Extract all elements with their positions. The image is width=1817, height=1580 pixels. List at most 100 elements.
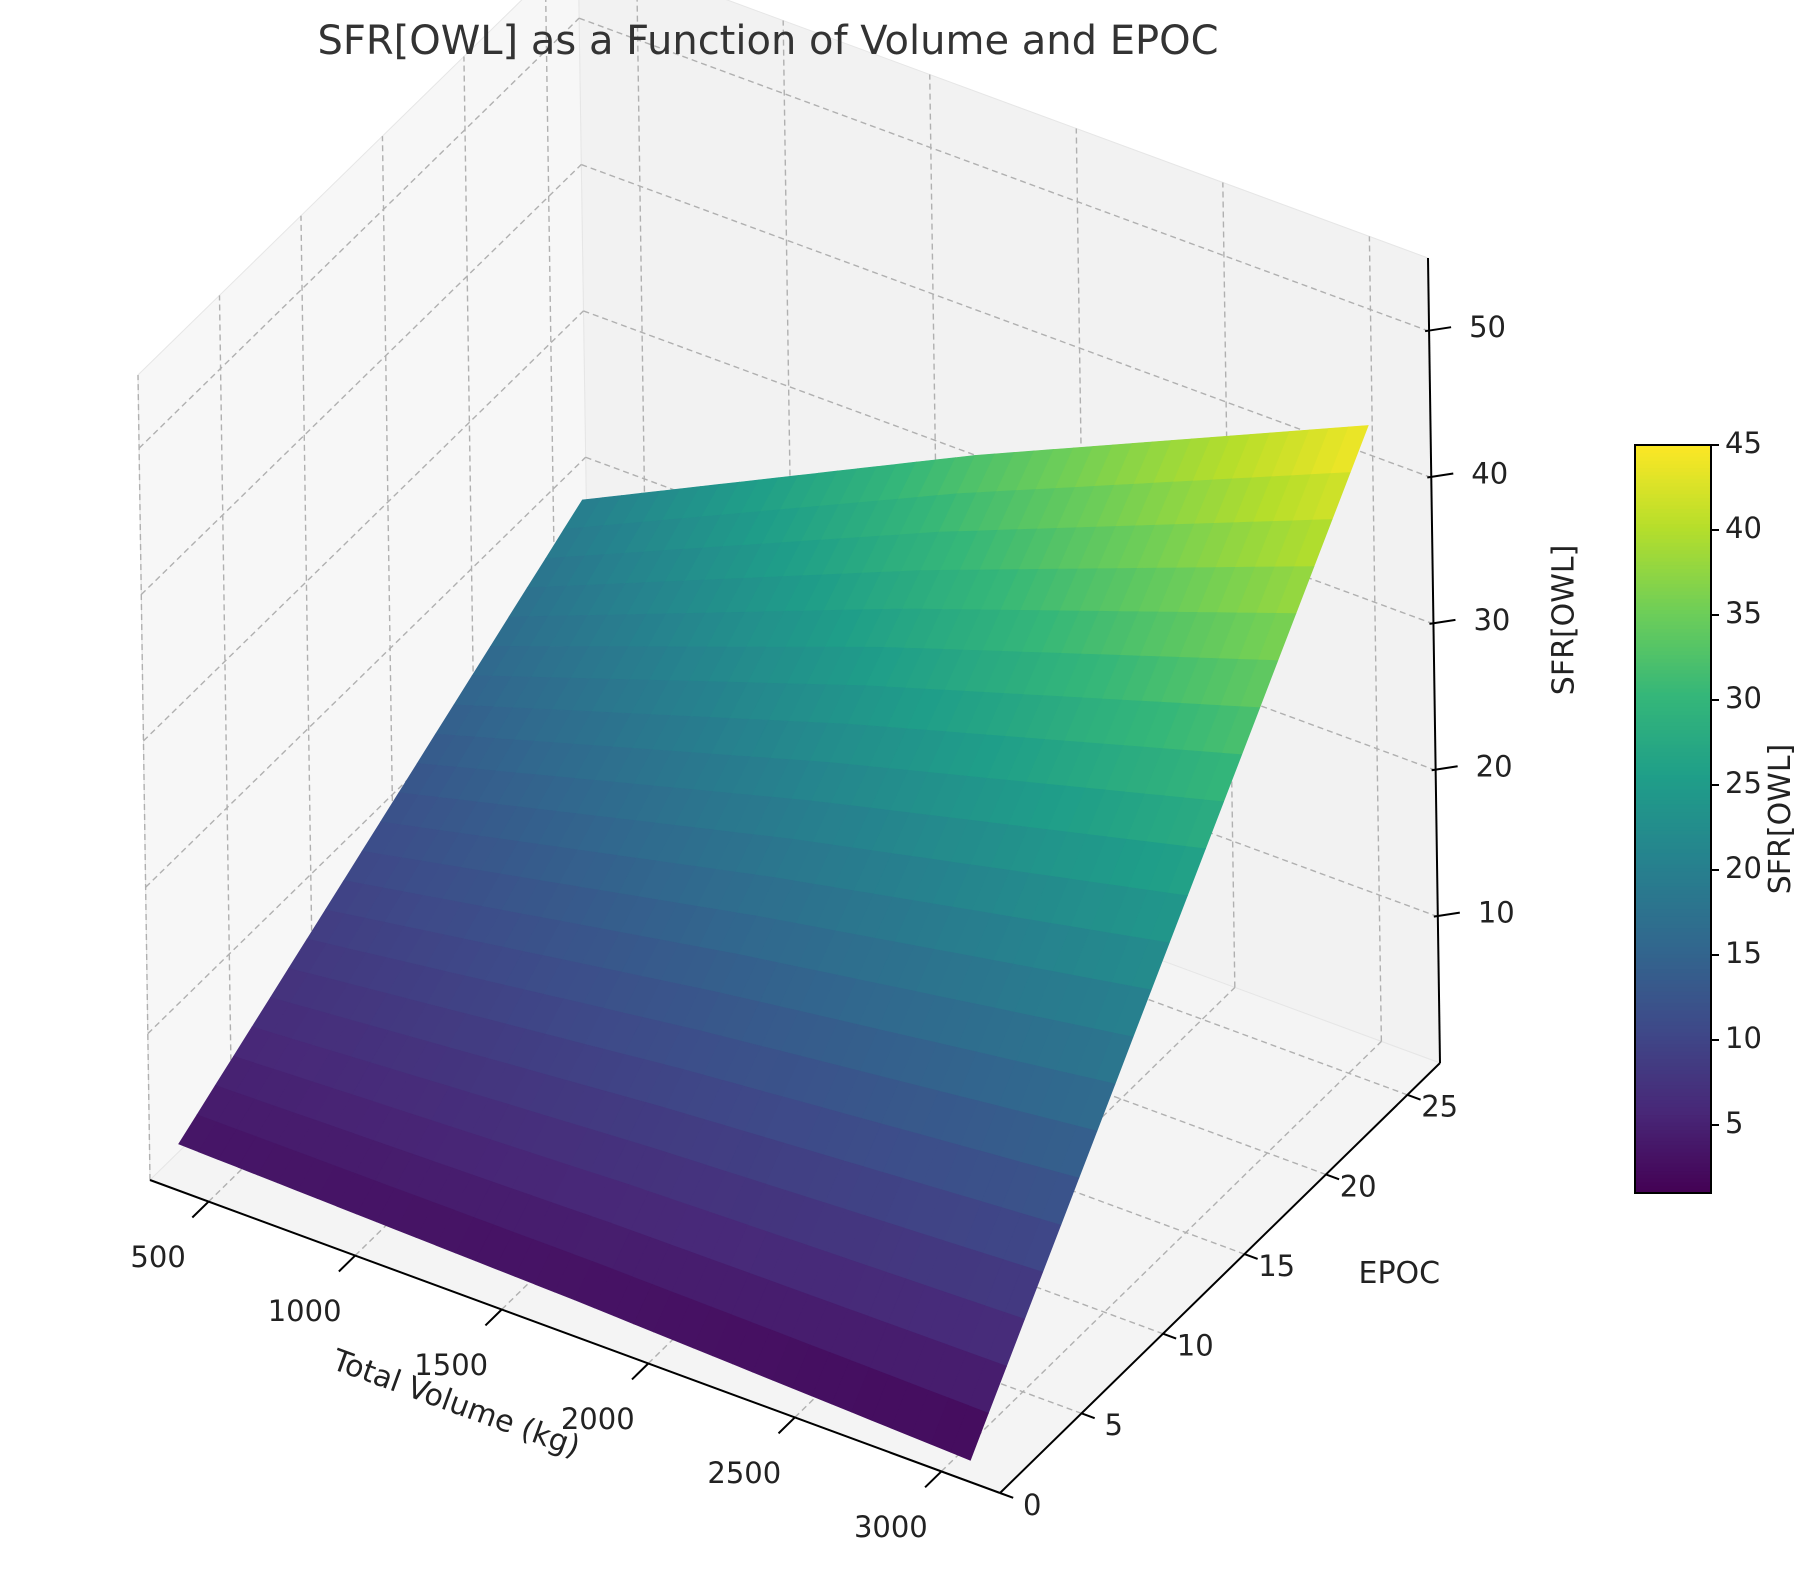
colorbar-band	[1635, 1084, 1711, 1089]
colorbar-band	[1635, 901, 1711, 906]
colorbar-band	[1635, 729, 1711, 734]
colorbar-band	[1635, 841, 1711, 846]
colorbar-band	[1635, 826, 1711, 831]
colorbar-band	[1635, 848, 1711, 854]
colorbar-band	[1635, 1047, 1711, 1052]
colorbar-band	[1635, 1009, 1711, 1015]
y-axis-line	[999, 1062, 1441, 1494]
z-tick-label: 10	[1478, 896, 1515, 930]
x-tick-label: 1500	[414, 1348, 488, 1382]
colorbar-band	[1635, 463, 1711, 469]
colorbar-band	[1635, 905, 1711, 910]
colorbar-band	[1635, 871, 1711, 876]
colorbar-band	[1635, 777, 1711, 783]
colorbar-band	[1635, 1039, 1711, 1044]
colorbar-band	[1635, 504, 1711, 510]
colorbar-band	[1635, 1020, 1711, 1026]
x-tick	[484, 1308, 503, 1327]
y-tick-label: 5	[1104, 1408, 1122, 1442]
colorbar-band	[1635, 863, 1711, 869]
colorbar-band	[1635, 617, 1711, 622]
colorbar-band	[1635, 1062, 1711, 1067]
colorbar-band	[1635, 646, 1711, 652]
colorbar-band	[1635, 1095, 1711, 1101]
z-tick-label: 50	[1469, 310, 1506, 344]
colorbar-band	[1635, 953, 1711, 958]
colorbar-frame	[1634, 444, 1712, 1194]
colorbar-tick-label: 25	[1725, 766, 1762, 800]
colorbar-tick-label: 10	[1725, 1021, 1762, 1055]
y-tick	[999, 1492, 1014, 1499]
colorbar-band	[1635, 531, 1711, 536]
z-gridline-side	[140, 164, 582, 596]
colorbar-band	[1635, 994, 1711, 1000]
colorbar-band	[1635, 516, 1711, 521]
colorbar-band	[1635, 1189, 1711, 1194]
chart-title: SFR[OWL] as a Function of Volume and EPO…	[317, 18, 1218, 64]
colorbar-band	[1635, 519, 1711, 525]
colorbar-band	[1635, 1092, 1711, 1097]
colorbar-tick-label: 40	[1725, 511, 1762, 545]
x-tick	[924, 1470, 943, 1489]
colorbar-band	[1635, 732, 1711, 738]
z-gridline-side	[138, 17, 580, 449]
z-axis-line	[1427, 257, 1441, 1064]
colorbar-band	[1635, 699, 1711, 704]
colorbar-band	[1635, 976, 1711, 981]
colorbar-band	[1635, 923, 1711, 929]
colorbar-band	[1635, 718, 1711, 723]
colorbar-band	[1635, 1166, 1711, 1172]
colorbar-band	[1635, 770, 1711, 775]
colorbar-band	[1635, 545, 1711, 551]
colorbar-band	[1635, 669, 1711, 674]
colorbar-band	[1635, 751, 1711, 757]
z-gridline-side	[145, 456, 587, 888]
x-tick-label: 500	[130, 1240, 185, 1274]
z-tick	[1427, 472, 1454, 479]
y-axis-label: EPOC	[1359, 1256, 1441, 1291]
colorbar-band	[1635, 1073, 1711, 1078]
colorbar-band	[1635, 804, 1711, 809]
x-gridline-floor	[940, 1040, 1382, 1472]
colorbar-band	[1635, 781, 1711, 786]
colorbar-band	[1635, 534, 1711, 540]
colorbar-tick-label: 5	[1725, 1106, 1743, 1140]
colorbar-band	[1635, 1106, 1711, 1112]
colorbar-band	[1635, 1136, 1711, 1142]
colorbar-band	[1635, 736, 1711, 742]
x-gridline-back	[1368, 236, 1383, 1042]
z-gridline-side	[142, 310, 584, 742]
colorbar-band	[1635, 987, 1711, 992]
colorbar-band	[1635, 1065, 1711, 1071]
colorbar-band	[1635, 916, 1711, 921]
colorbar-band	[1635, 1118, 1711, 1123]
colorbar-band	[1635, 538, 1711, 543]
colorbar-band	[1635, 605, 1711, 611]
colorbar-tick-label: 30	[1725, 681, 1762, 715]
colorbar-band	[1635, 557, 1711, 562]
colorbar-band	[1635, 654, 1711, 659]
colorbar-band	[1635, 1080, 1711, 1086]
colorbar-band	[1635, 1002, 1711, 1007]
axes: 500 1000 1500 2000 2500 3000 0 5 10 15 20 25 10 20 30 4…	[130, 257, 1515, 1544]
z-tick	[1431, 765, 1458, 772]
colorbar-band	[1635, 942, 1711, 947]
colorbar-band	[1635, 1024, 1711, 1030]
colorbar-label: SFR[OWL]	[1763, 744, 1798, 895]
colorbar-band	[1635, 927, 1711, 932]
colorbar-band	[1635, 1050, 1711, 1056]
colorbar-band	[1635, 796, 1711, 801]
colorbar-band	[1635, 908, 1711, 914]
colorbar-band	[1635, 680, 1711, 685]
colorbar-band	[1635, 542, 1711, 547]
colorbar-band	[1635, 1114, 1711, 1119]
colorbar-band	[1635, 878, 1711, 884]
colorbar-band	[1635, 1178, 1711, 1183]
colorbar-band	[1635, 740, 1711, 745]
colorbar-band	[1635, 445, 1711, 450]
y-gridline-side	[218, 295, 233, 1101]
colorbar-band	[1635, 602, 1711, 607]
colorbar-band	[1635, 691, 1711, 697]
colorbar-band	[1635, 549, 1711, 555]
colorbar-band	[1635, 620, 1711, 626]
